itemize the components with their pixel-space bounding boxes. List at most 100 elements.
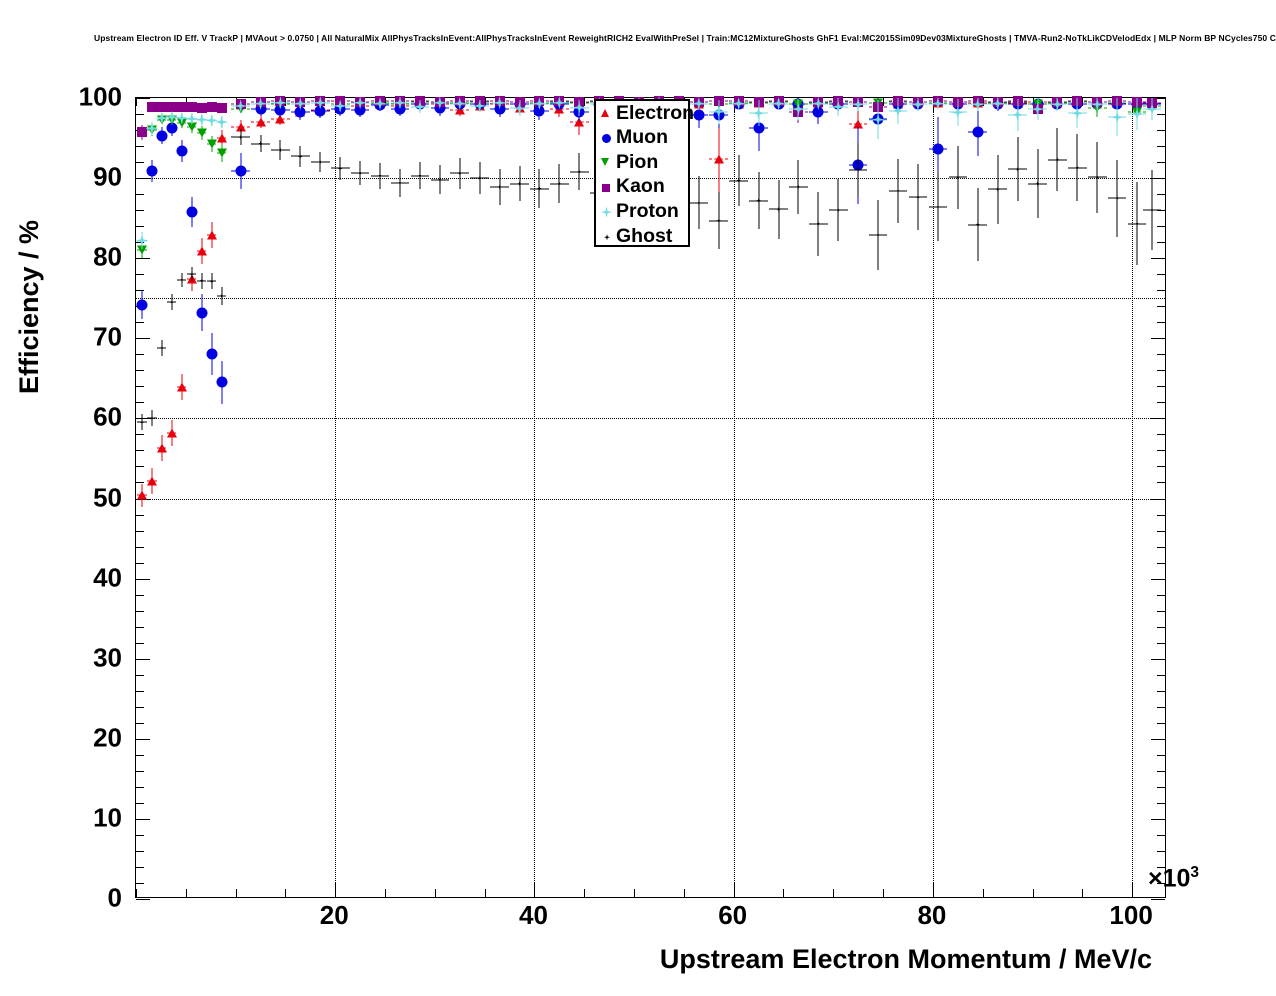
y-tick-minor — [136, 722, 144, 724]
error-bar-horizontal — [709, 220, 729, 222]
error-bar-horizontal — [1107, 197, 1127, 199]
y-tick-minor-right — [1157, 514, 1165, 516]
y-tick-major — [136, 418, 150, 420]
error-bar-horizontal — [291, 155, 310, 157]
legend-label: Proton — [616, 199, 679, 222]
error-bar-horizontal — [207, 280, 217, 282]
x-exponent-base: ×10 — [1148, 864, 1191, 893]
error-bar-horizontal — [187, 273, 197, 275]
gridline-horizontal — [136, 498, 1165, 500]
dot-icon — [598, 226, 615, 246]
error-bar-horizontal — [390, 182, 410, 184]
x-tick-label: 60 — [718, 900, 748, 930]
x-exponent-power: 3 — [1190, 864, 1200, 881]
x-axis-exponent: ×103 — [1148, 864, 1199, 893]
y-tick-minor — [136, 850, 144, 852]
y-tick-major — [136, 258, 150, 260]
error-bar-horizontal — [1142, 209, 1162, 211]
error-bar-horizontal — [729, 180, 748, 181]
x-tick-major — [733, 883, 735, 897]
y-tick-minor-right — [1157, 242, 1165, 244]
x-tick-minor — [584, 889, 586, 897]
y-tick-major-right — [1151, 338, 1165, 340]
triangle-down-icon — [598, 152, 615, 172]
error-bar-horizontal — [330, 167, 350, 169]
error-bar-horizontal — [1028, 183, 1047, 185]
y-tick-minor — [136, 706, 144, 708]
y-tick-label: 70 — [93, 321, 122, 352]
error-bar-horizontal — [450, 172, 470, 174]
error-bar-horizontal — [1008, 168, 1027, 170]
y-tick-minor-right — [1157, 594, 1165, 596]
x-tick-minor — [136, 889, 137, 897]
y-tick-minor-right — [1157, 354, 1165, 356]
x-tick-minor — [683, 889, 685, 897]
y-tick-minor-right — [1157, 866, 1165, 868]
error-bar-horizontal — [848, 169, 868, 171]
y-tick-major — [136, 738, 150, 740]
x-tick-minor — [185, 889, 187, 897]
x-tick-minor — [385, 889, 387, 897]
error-bar-horizontal — [430, 179, 450, 181]
y-tick-major-right — [1151, 258, 1165, 260]
y-tick-minor-right — [1157, 290, 1165, 292]
legend-box[interactable]: Electron Muon Pion Kaon Proton Ghost — [594, 99, 694, 249]
y-tick-minor — [136, 290, 144, 292]
legend-entry-muon[interactable]: Muon — [596, 126, 688, 151]
y-tick-minor-right — [1157, 674, 1165, 676]
y-tick-minor-right — [1157, 786, 1165, 788]
error-bar-horizontal — [310, 161, 330, 163]
x-tick-minor — [883, 889, 885, 897]
y-tick-minor-right — [1157, 562, 1165, 564]
y-tick-minor-right — [1157, 546, 1165, 548]
y-tick-minor — [136, 866, 144, 868]
x-tick-label: 40 — [518, 900, 548, 930]
x-tick-minor — [1032, 889, 1034, 897]
y-tick-minor-right — [1157, 482, 1165, 484]
legend-entry-ghost[interactable]: Ghost — [596, 224, 688, 249]
y-tick-label: 0 — [107, 882, 122, 913]
legend-entry-kaon[interactable]: Kaon — [596, 175, 688, 200]
gridline-vertical — [1132, 98, 1134, 897]
y-tick-minor — [136, 482, 144, 484]
y-tick-minor-right — [1157, 834, 1165, 836]
y-tick-minor — [136, 370, 144, 372]
error-bar-horizontal — [167, 301, 177, 303]
error-bar-horizontal — [350, 172, 370, 174]
y-tick-major — [136, 98, 150, 99]
y-tick-minor — [136, 434, 144, 436]
marker-glyph — [601, 109, 609, 118]
x-tick-major — [932, 883, 934, 897]
error-bar-horizontal — [410, 175, 430, 177]
legend-entry-pion[interactable]: Pion — [596, 150, 688, 175]
y-tick-label: 90 — [93, 161, 122, 192]
y-tick-minor-right — [1157, 754, 1165, 756]
legend-entry-electron[interactable]: Electron — [596, 101, 694, 126]
error-bar-horizontal — [769, 208, 788, 210]
legend-entry-proton[interactable]: Proton — [596, 199, 688, 224]
gridline-vertical — [733, 98, 735, 897]
square-icon — [598, 177, 615, 197]
plot-header-title: Upstream Electron ID Eff. V TrackP | MVA… — [94, 33, 1276, 43]
y-tick-label: 30 — [93, 642, 122, 673]
y-tick-minor-right — [1157, 706, 1165, 708]
y-tick-minor — [136, 450, 144, 452]
y-tick-label: 60 — [93, 401, 122, 432]
y-tick-major-right — [1151, 418, 1165, 420]
error-bar-horizontal — [370, 175, 390, 177]
y-tick-minor — [136, 562, 144, 564]
x-tick-minor — [783, 889, 785, 897]
y-tick-minor-right — [1157, 450, 1165, 452]
y-tick-major-right — [1151, 98, 1165, 99]
marker-glyph — [604, 234, 610, 241]
error-bar-horizontal — [147, 417, 157, 419]
y-tick-minor — [136, 210, 144, 212]
y-tick-minor — [136, 226, 144, 228]
y-tick-minor — [136, 594, 144, 596]
x-tick-label: 80 — [917, 900, 947, 930]
y-tick-minor — [136, 690, 144, 692]
error-bar-horizontal — [251, 143, 270, 145]
y-tick-minor-right — [1157, 402, 1165, 404]
x-tick-major — [335, 883, 337, 897]
